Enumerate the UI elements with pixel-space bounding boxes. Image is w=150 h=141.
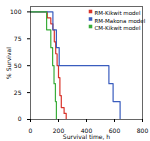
svg-text:25: 25 [14, 89, 22, 96]
svg-text:% Survival: % Survival [5, 47, 12, 79]
svg-text:100: 100 [10, 8, 22, 15]
svg-text:0: 0 [18, 115, 22, 122]
svg-text:0: 0 [29, 127, 33, 134]
svg-text:75: 75 [14, 35, 22, 42]
svg-text:800: 800 [137, 127, 149, 134]
svg-text:200: 200 [52, 126, 65, 134]
svg-text:50: 50 [14, 62, 22, 69]
svg-text:400: 400 [80, 126, 93, 134]
svg-text:RM-Makona model: RM-Makona model [95, 18, 146, 24]
svg-text:RM-Kikwit model: RM-Kikwit model [95, 10, 141, 16]
svg-text:CM-Kikwit model: CM-Kikwit model [95, 25, 141, 31]
svg-text:600: 600 [109, 127, 121, 134]
svg-text:Survival time, h: Survival time, h [63, 133, 110, 140]
